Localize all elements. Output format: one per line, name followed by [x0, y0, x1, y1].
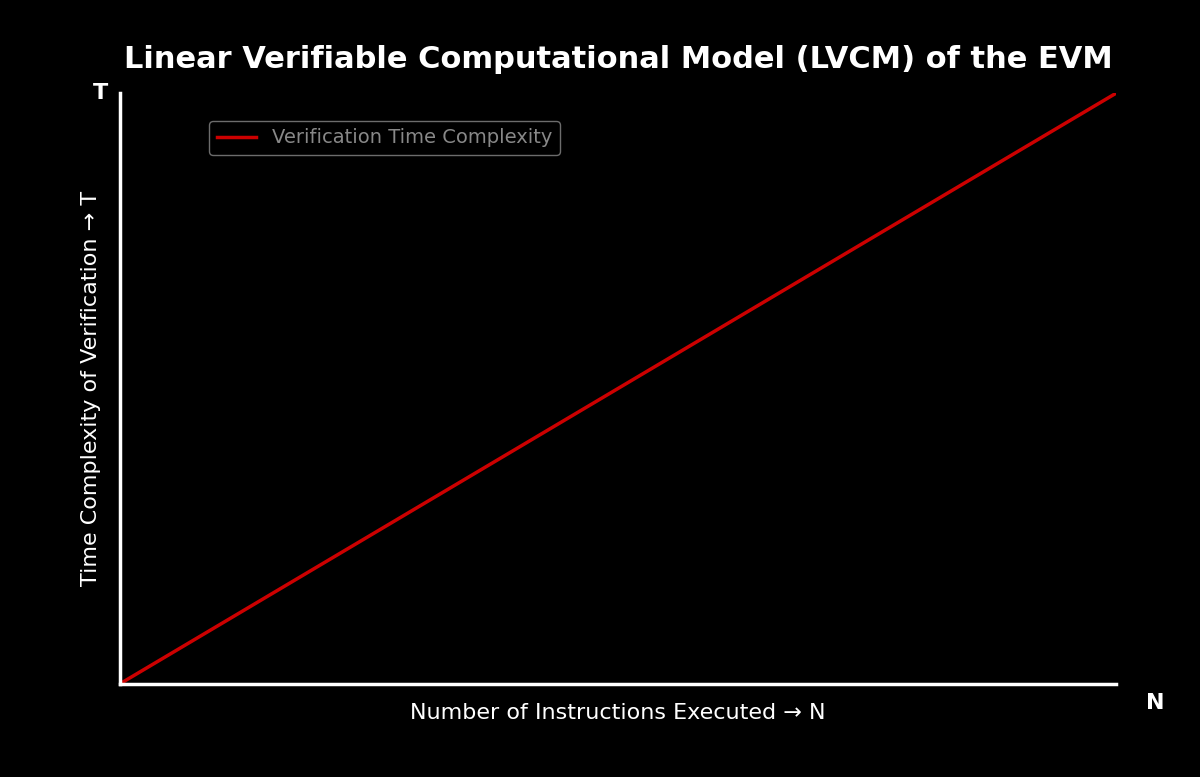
Text: T: T	[92, 83, 108, 103]
Y-axis label: Time Complexity of Verification → T: Time Complexity of Verification → T	[80, 191, 101, 586]
Legend: Verification Time Complexity: Verification Time Complexity	[210, 120, 559, 155]
Text: N: N	[1146, 692, 1164, 713]
X-axis label: Number of Instructions Executed → N: Number of Instructions Executed → N	[410, 703, 826, 723]
Title: Linear Verifiable Computational Model (LVCM) of the EVM: Linear Verifiable Computational Model (L…	[124, 45, 1112, 75]
